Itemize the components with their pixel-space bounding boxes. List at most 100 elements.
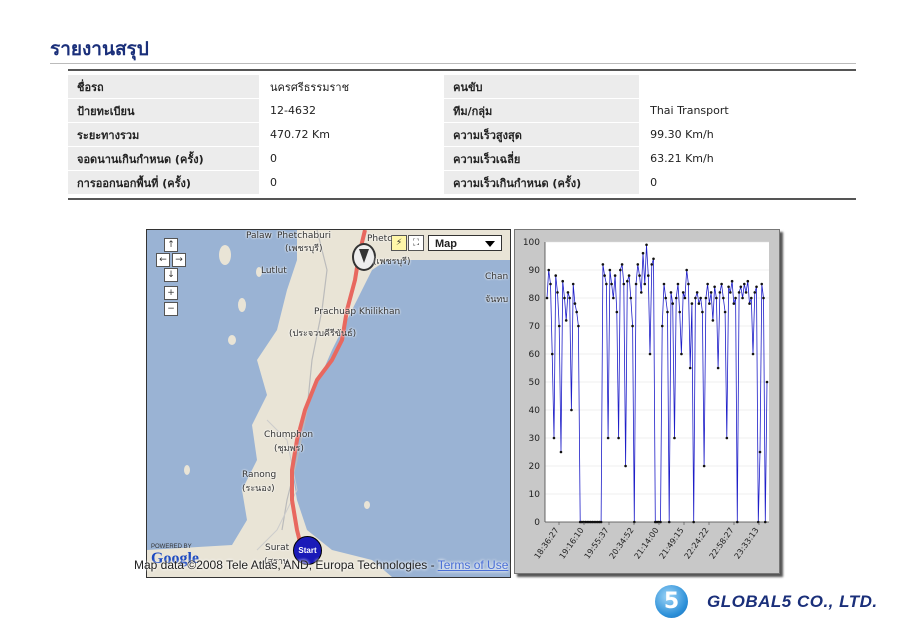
place-label: Lutlut [261,266,287,276]
island [228,335,236,345]
data-point [626,279,629,283]
data-point [743,282,746,286]
fullscreen-icon[interactable]: ⛶ [408,235,424,251]
data-point [695,291,699,294]
data-point [671,302,675,305]
place-label-thai: จันทบ [485,295,509,305]
y-tick-label: 10 [529,490,541,500]
data-point [763,520,767,524]
data-point [765,380,769,384]
route-map[interactable]: ↑ ← → ↓ + − ⚡ ⛶ Map Phetchaburi (เพชรบุร… [146,229,511,578]
place-label: Phetc [367,234,393,244]
data-point [619,268,622,272]
data-point [577,324,580,328]
data-point [659,520,662,524]
data-point [699,296,702,300]
x-tick-label: 22:58:27 [708,526,736,561]
data-point [571,282,575,286]
data-point [690,302,694,305]
data-point [622,282,626,286]
data-point [678,310,681,314]
place-label: Prachuap Khilikhan [314,307,401,317]
data-point [718,291,722,294]
x-tick-label: 19:16:10 [558,526,586,561]
y-tick-label: 80 [529,294,541,304]
data-point [680,352,683,356]
data-point [681,291,685,294]
pan-right-icon[interactable]: → [172,253,186,267]
traffic-icon[interactable]: ⚡ [391,235,407,251]
data-point [563,296,566,300]
road [281,230,328,531]
summary-value: 0 [641,171,856,194]
data-point [667,520,671,524]
pan-up-icon[interactable]: ↑ [164,238,178,252]
summary-value: นครศรีธรรมราช [261,75,445,98]
data-point [683,296,687,300]
data-point [736,520,739,524]
data-point [722,296,725,300]
data-point [694,296,697,300]
data-point [650,263,654,266]
data-point [620,263,624,266]
data-point [727,285,730,289]
summary-row: ระยะทางรวม 470.72 Km ความเร็วสูงสุด 99.30 K… [68,123,856,146]
data-point [643,282,647,286]
summary-row: ชื่อรถ นครศรีธรรมราช คนขับ [68,75,856,98]
google-logo[interactable]: Google [151,550,199,567]
x-tick-label: 18:36:27 [533,526,561,561]
data-point [564,319,568,322]
data-point [709,291,713,294]
data-point [704,296,708,300]
data-point [652,257,655,261]
powered-by-label: POWERED BY [151,544,192,550]
data-point [573,302,577,305]
data-point [723,310,727,314]
data-point [556,291,559,294]
data-point [566,291,570,294]
pan-left-icon[interactable]: ← [156,253,170,267]
data-point [554,274,558,277]
summary-label: จอดนานเกินกำหนด (ครั้ง) [68,147,260,170]
land-south [227,540,297,577]
company-name: GLOBAL5 CO., LTD. [707,592,878,611]
summary-label: การออกนอกพื้นที่ (ครั้ง) [68,171,260,194]
x-tick-label: 21:49:15 [658,526,686,561]
summary-row: จอดนานเกินกำหนด (ครั้ง) 0 ความเร็วเฉลี่ย 63… [68,147,856,170]
data-point [645,243,648,247]
speed-chart: 0 10 20 30 40 50 60 70 80 90 100 18:36:27 19:16:10 19… [514,229,780,574]
zoom-out-icon[interactable]: − [164,302,178,316]
data-point [617,436,620,440]
island [364,501,370,509]
data-point [627,274,631,277]
data-point [666,310,669,314]
road [256,419,298,551]
island [184,465,190,475]
place-label: Phetchaburi [277,231,331,241]
x-tick-label: 21:14:00 [633,526,661,561]
map-canvas[interactable] [147,230,510,577]
data-point [549,282,552,286]
data-point [676,282,680,286]
x-tick-label: 19:55:37 [583,526,611,561]
terms-of-use-link[interactable]: Terms of Use [437,558,509,572]
data-point [758,450,762,454]
data-point [713,285,716,289]
summary-value [641,75,856,98]
zoom-in-icon[interactable]: + [164,286,178,300]
y-tick-label: 20 [529,462,541,472]
data-point [646,274,650,277]
data-point [762,296,765,300]
data-point [639,291,643,294]
map-type-select[interactable]: Map [428,235,502,251]
place-label-thai: (ชุมพร) [274,444,304,454]
summary-row: ป้ายทะเบียน 12-4632 ทีม/กลุ่ม Thai Transpor… [68,99,856,122]
page-title: รายงานสรุป [50,38,149,60]
data-point [725,436,729,440]
pan-down-icon[interactable]: ↓ [164,268,178,282]
data-point [629,296,633,300]
start-marker[interactable]: Start [293,536,322,565]
place-label: Surat [265,543,290,553]
logo-emblem: 5 [655,585,688,618]
summary-label: ทีม/กลุ่ม [444,99,640,122]
